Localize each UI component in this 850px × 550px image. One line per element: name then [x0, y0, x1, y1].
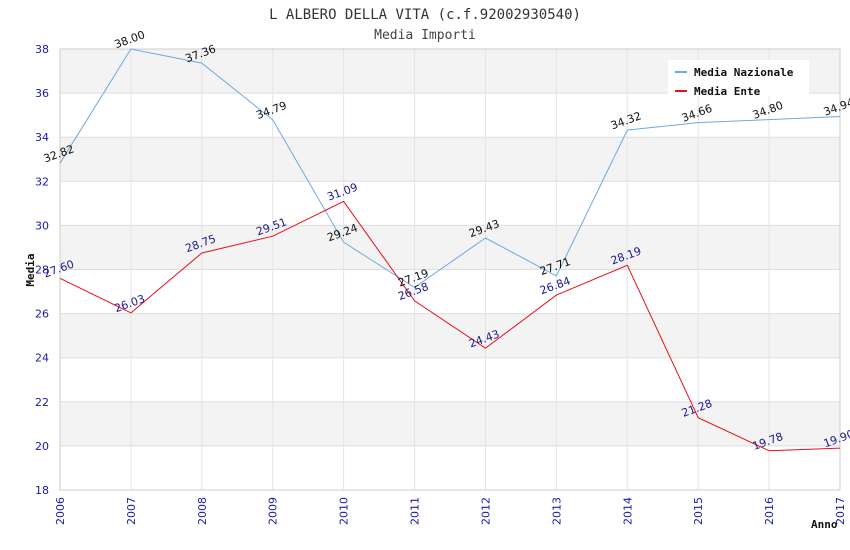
chart-title: L ALBERO DELLA VITA (c.f.92002930540) — [269, 7, 581, 23]
y-axis-ticks: 18 20 22 24 26 28 30 32 34 36 38 — [35, 43, 49, 497]
x-tick-label: 2013 — [550, 497, 563, 525]
grid-band — [60, 181, 840, 226]
y-tick-label: 18 — [35, 484, 49, 497]
y-tick-label: 26 — [35, 308, 49, 321]
series-lines — [59, 48, 841, 452]
x-tick-label: 2012 — [479, 497, 492, 525]
grid-band — [60, 445, 840, 490]
x-tick-label: 2015 — [692, 497, 705, 525]
x-axis-ticks: 2006 2007 2008 2009 2010 2011 2012 2013 2014 2015… — [54, 497, 847, 525]
x-tick-label: 2010 — [338, 497, 351, 525]
grid-band — [60, 269, 840, 314]
x-tick-label: 2011 — [409, 497, 422, 525]
x-tick-label: 2016 — [763, 497, 776, 525]
grid-bands — [60, 49, 840, 490]
data-label: 38.00 — [113, 28, 147, 51]
grid-band — [60, 93, 840, 138]
legend-label: Media Nazionale — [694, 66, 794, 79]
y-tick-label: 38 — [35, 43, 49, 56]
y-axis-title: Media — [24, 253, 37, 286]
grid-band — [60, 401, 840, 446]
legend-label: Media Ente — [694, 85, 761, 98]
x-tick-label: 2017 — [834, 497, 847, 525]
legend-background — [668, 60, 809, 96]
x-tick-label: 2007 — [125, 497, 138, 525]
x-tick-label: 2006 — [54, 497, 67, 525]
y-tick-label: 20 — [35, 440, 49, 453]
series-line-media-ente — [59, 200, 841, 452]
y-tick-label: 28 — [35, 264, 49, 277]
series-line-media-nazionale — [59, 48, 841, 289]
y-tick-label: 22 — [35, 396, 49, 409]
grid-band — [60, 313, 840, 358]
y-tick-label: 32 — [35, 175, 49, 188]
x-tick-label: 2009 — [267, 497, 280, 525]
chart-subtitle: Media Importi — [374, 28, 476, 43]
grid-lines — [59, 48, 841, 491]
grid-band — [60, 357, 840, 402]
y-tick-label: 36 — [35, 87, 49, 100]
grid-band — [60, 137, 840, 182]
y-tick-label: 34 — [35, 131, 49, 144]
x-tick-label: 2008 — [196, 497, 209, 525]
legend: Media Nazionale Media Ente — [668, 60, 809, 98]
y-tick-label: 30 — [35, 219, 49, 232]
y-tick-label: 24 — [35, 352, 49, 365]
x-tick-label: 2014 — [621, 497, 634, 525]
x-axis-title: Anno — [811, 518, 838, 531]
plot-border — [59, 48, 841, 491]
